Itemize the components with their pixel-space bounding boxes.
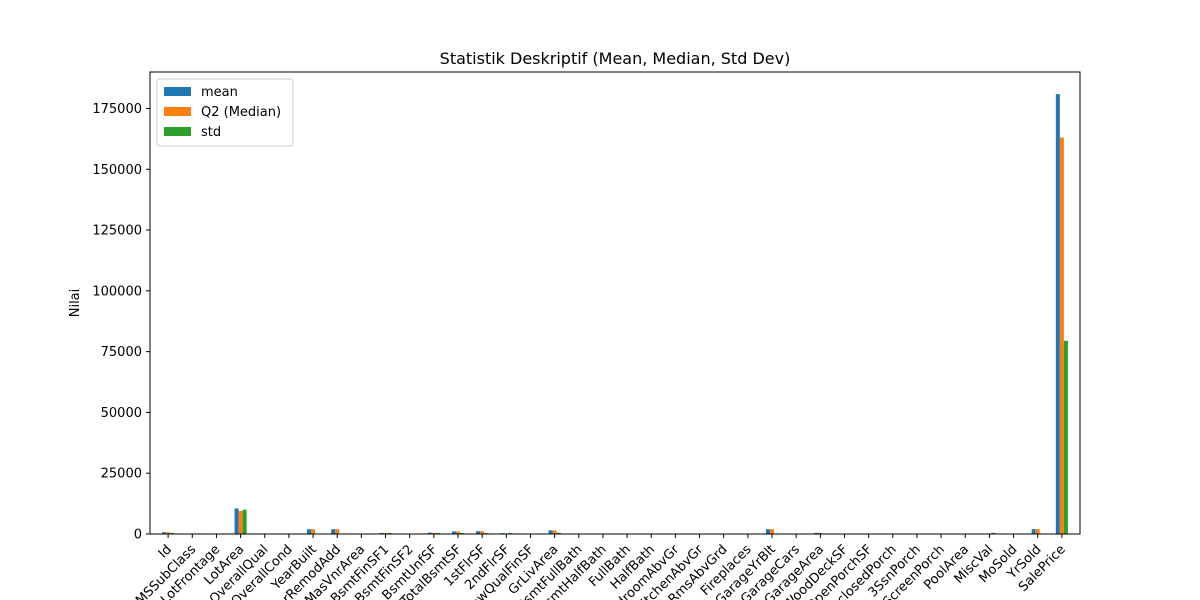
bar-mean-grlivarea (548, 530, 553, 534)
bar-q2-median--bsmtunfsf (431, 532, 436, 534)
bar-std-id (170, 532, 175, 534)
bar-q2-median--garageyrblt (770, 529, 775, 534)
bar-mean-garageyrblt (765, 529, 770, 534)
legend-swatch (164, 87, 191, 96)
bar-q2-median--saleprice (1059, 137, 1064, 534)
bar-q2-median--id (166, 532, 171, 534)
bar-mean-yrsold (1031, 529, 1036, 534)
y-tick-label: 125000 (92, 224, 142, 239)
bar-std-bsmtunfsf (435, 532, 440, 534)
bar-q2-median--lotarea (238, 510, 243, 534)
bar-mean-yearbuilt (307, 529, 312, 534)
bar-mean-lotarea (234, 508, 239, 534)
legend-swatch (164, 127, 191, 136)
bar-mean-yearremodadd (331, 529, 336, 534)
bar-q2-median--yearbuilt (311, 529, 316, 534)
y-tick-label: 100000 (92, 284, 142, 299)
bar-std-saleprice (1063, 340, 1068, 534)
bar-mean-id (162, 532, 167, 534)
y-ticks: 0 25000 50000 75000 100000 125000 150000 175000 (92, 102, 150, 543)
bar-q2-median--garagearea (818, 532, 823, 534)
bar-std-miscval (991, 532, 996, 534)
legend-label: mean (201, 85, 238, 100)
bar-mean-1stflrsf (476, 531, 481, 534)
bar-q2-median--1stflrsf (480, 531, 485, 534)
legend-label: std (201, 125, 221, 140)
bar-mean-saleprice (1055, 94, 1060, 534)
y-tick-label: 150000 (92, 163, 142, 178)
y-tick-label: 25000 (101, 467, 142, 482)
bar-mean-garagearea (814, 532, 819, 534)
bar-mean-bsmtunfsf (427, 532, 432, 534)
bar-std-lotarea (242, 509, 247, 534)
bar-mean-totalbsmtsf (451, 531, 456, 534)
y-tick-label: 0 (134, 528, 142, 543)
legend: mean Q2 (Median) std (156, 78, 294, 147)
plot-frame (149, 71, 1081, 535)
y-tick-label: 175000 (92, 102, 142, 117)
chart-title: Statistik Deskriptif (Mean, Median, Std … (440, 49, 791, 68)
bar-q2-median--grlivarea (552, 530, 557, 534)
y-tick-label: 75000 (101, 345, 142, 360)
bar-q2-median--yrsold (1035, 529, 1040, 534)
y-axis-label: Nilai (68, 289, 83, 318)
x-ticks: IdMSSubClassLotFrontageLotAreaOverallQua… (133, 534, 1069, 600)
bar-std-totalbsmtsf (460, 532, 465, 534)
bar-q2-median--yearremodadd (335, 529, 340, 534)
legend-label: Q2 (Median) (201, 105, 281, 120)
bar-std-bsmtfinsf1 (387, 532, 392, 534)
bar-std-grlivarea (556, 532, 561, 534)
bars-group (162, 94, 1068, 534)
bar-mean-bsmtfinsf1 (379, 532, 384, 534)
legend-swatch (164, 107, 191, 116)
bar-q2-median--totalbsmtsf (455, 531, 460, 534)
bar-std-2ndflrsf (508, 532, 513, 534)
y-tick-label: 50000 (101, 406, 142, 421)
